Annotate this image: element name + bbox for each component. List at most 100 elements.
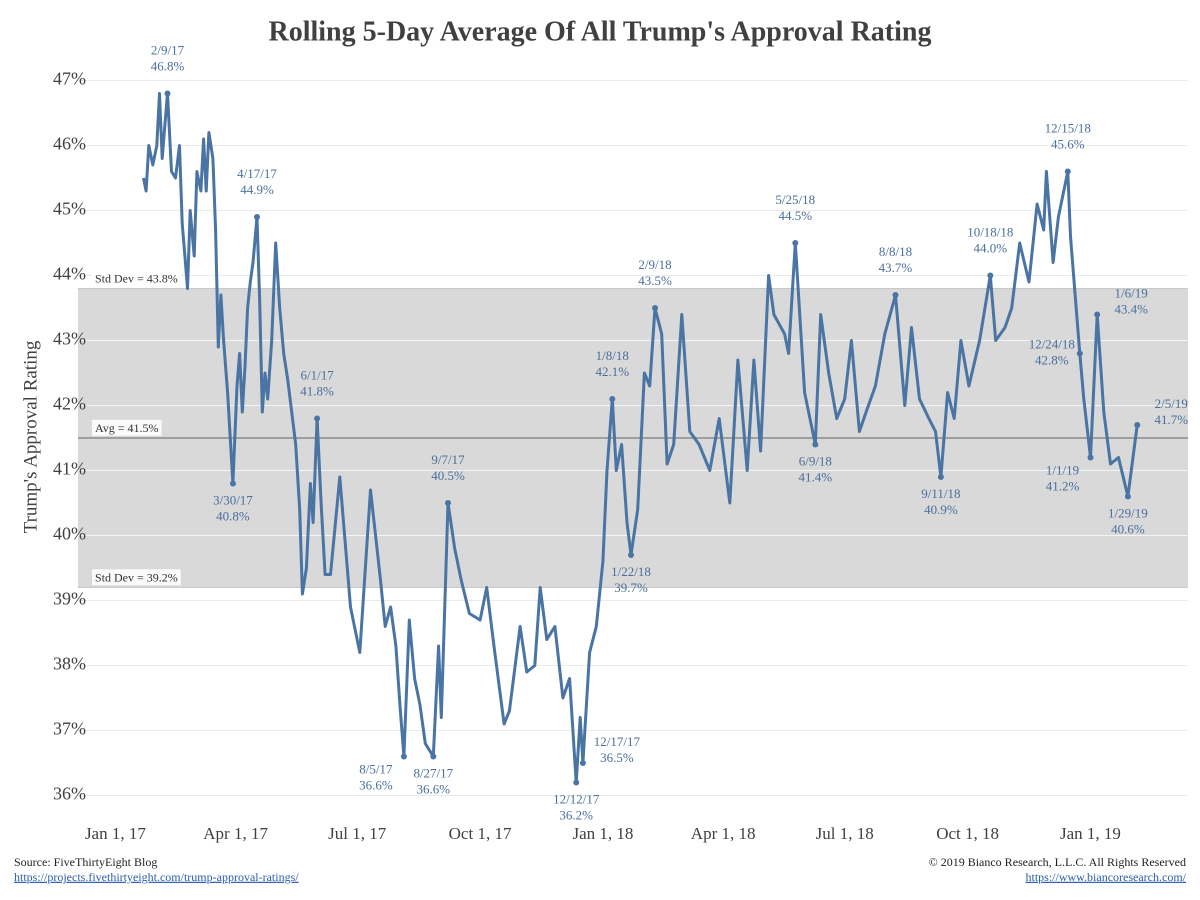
annotation-value: 40.5% <box>431 468 465 483</box>
annotation-value: 44.9% <box>240 182 274 197</box>
annotation-date: 6/9/18 <box>799 453 832 468</box>
y-tick-label: 45% <box>53 199 86 219</box>
annotation-point <box>314 415 321 422</box>
x-tick-label: Oct 1, 17 <box>449 824 512 843</box>
x-tick-label: Jan 1, 17 <box>85 824 146 843</box>
annotation-point <box>1094 311 1101 318</box>
annotation-date: 10/18/18 <box>967 224 1013 239</box>
annotation-date: 1/6/19 <box>1115 285 1148 300</box>
annotation-value: 36.5% <box>600 750 634 765</box>
annotation-point <box>579 760 586 766</box>
annotation-date: 12/24/18 <box>1029 336 1075 351</box>
annotation-point <box>1124 493 1131 500</box>
y-tick-label: 44% <box>53 264 86 284</box>
annotation-value: 43.5% <box>638 273 672 288</box>
annotation-point <box>1064 168 1071 175</box>
annotation-value: 43.4% <box>1114 301 1148 316</box>
annotation-point <box>253 214 260 220</box>
chart-title: Rolling 5-Day Average Of All Trump's App… <box>269 16 932 47</box>
y-tick-label: 38% <box>53 654 86 674</box>
y-tick-label: 47% <box>53 69 86 89</box>
source-link[interactable]: https://projects.fivethirtyeight.com/tru… <box>14 870 299 884</box>
annotation-date: 3/30/17 <box>213 492 253 507</box>
copyright: © 2019 Bianco Research, L.L.C. All Right… <box>929 855 1186 869</box>
plot <box>142 90 1141 786</box>
annotation-value: 44.5% <box>778 208 812 223</box>
annotation-point <box>229 480 236 487</box>
annotation-date: 8/5/17 <box>359 761 393 776</box>
x-tick-label: Oct 1, 18 <box>936 824 999 843</box>
annotation-date: 2/5/19 <box>1155 396 1188 411</box>
x-tick-label: Apr 1, 17 <box>203 824 268 843</box>
reference-label: Std Dev = 43.8% <box>95 271 178 285</box>
annotation-value: 43.7% <box>879 260 913 275</box>
x-tick-label: Apr 1, 18 <box>691 824 756 843</box>
annotation-value: 40.9% <box>924 502 958 517</box>
annotation-value: 36.6% <box>417 781 451 796</box>
annotation-value: 41.8% <box>300 383 334 398</box>
annotation-value: 44.0% <box>974 240 1008 255</box>
annotation-point <box>892 292 899 298</box>
annotation-date: 1/8/18 <box>596 348 629 363</box>
y-tick-label: 36% <box>53 784 86 804</box>
y-tick-label: 46% <box>53 134 86 154</box>
y-tick-label: 41% <box>53 459 86 479</box>
annotation-value: 36.6% <box>359 777 393 792</box>
annotation-point <box>609 396 616 402</box>
annotation-point <box>937 474 944 480</box>
annotation-point <box>1087 454 1094 461</box>
y-tick-label: 37% <box>53 719 86 739</box>
annotation-date: 1/22/18 <box>611 564 651 579</box>
copyright-link[interactable]: https://www.biancoresearch.com/ <box>1025 870 1186 884</box>
reference-label: Std Dev = 39.2% <box>95 570 178 584</box>
annotation-value: 36.2% <box>559 807 593 822</box>
annotation-value: 42.1% <box>595 364 629 379</box>
annotation-point <box>812 441 819 448</box>
annotation-value: 46.8% <box>151 58 185 73</box>
annotation-value: 39.7% <box>614 580 648 595</box>
y-tick-label: 39% <box>53 589 86 609</box>
annotation-value: 40.8% <box>216 508 250 523</box>
annotation-value: 41.2% <box>1046 478 1080 493</box>
annotation-point <box>573 779 580 786</box>
annotation-value: 41.4% <box>799 469 833 484</box>
y-tick-label: 43% <box>53 329 86 349</box>
annotation-date: 12/15/18 <box>1045 120 1091 135</box>
y-axis-label: Trump's Approval Rating <box>20 340 41 533</box>
reference-label: Avg = 41.5% <box>95 421 159 435</box>
reference-label-bg <box>92 270 181 287</box>
annotation-value: 40.6% <box>1111 521 1145 536</box>
x-tick-label: Jul 1, 17 <box>328 824 387 843</box>
annotation-point <box>627 552 634 558</box>
annotation-date: 8/8/18 <box>879 244 912 259</box>
annotation-date: 1/29/19 <box>1108 505 1148 520</box>
approval-line <box>142 92 1139 784</box>
annotation-date: 12/12/17 <box>553 791 600 806</box>
x-tick-label: Jan 1, 18 <box>572 824 633 843</box>
x-tick-label: Jul 1, 18 <box>816 824 874 843</box>
annotation-point <box>445 500 451 506</box>
reference-label-bg <box>92 569 181 586</box>
annotation-date: 2/9/17 <box>151 42 185 57</box>
reference-label-bg <box>92 419 162 436</box>
annotation-point <box>1076 350 1083 357</box>
annotation-date: 5/25/18 <box>775 192 815 207</box>
y-tick-label: 42% <box>53 394 86 414</box>
annotation-point <box>430 753 437 760</box>
annotation-date: 9/7/17 <box>431 452 465 467</box>
y-tick-label: 40% <box>53 524 86 544</box>
annotation-date: 2/9/18 <box>638 257 671 272</box>
annotation-point <box>652 305 659 311</box>
annotation-value: 45.6% <box>1051 136 1085 151</box>
reference-lines: Std Dev = 43.8% Avg = 41.5% Std Dev = 39.2… <box>78 270 1188 588</box>
annotation-date: 4/17/17 <box>237 166 277 181</box>
annotation-point <box>987 272 994 279</box>
annotation-point <box>1134 422 1141 428</box>
annotation-point <box>792 240 799 246</box>
annotation-value: 42.8% <box>1035 352 1069 367</box>
annotation-point <box>400 753 407 760</box>
annotation-date: 9/11/18 <box>921 486 960 501</box>
annotation-date: 1/1/19 <box>1046 462 1079 477</box>
x-tick-label: Jan 1, 19 <box>1060 824 1121 843</box>
